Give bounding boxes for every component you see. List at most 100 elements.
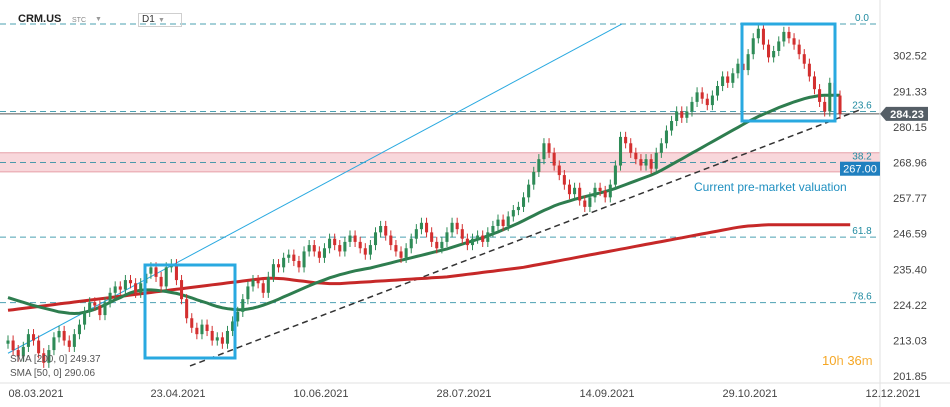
x-tick-label: 29.10.2021 <box>722 388 777 400</box>
candle <box>654 147 658 174</box>
symbol-label[interactable]: CRM.US <box>18 13 62 25</box>
candle <box>113 281 117 298</box>
candle <box>644 154 648 171</box>
candle-body <box>26 334 30 347</box>
candle <box>818 84 822 107</box>
candle <box>37 335 41 359</box>
candle <box>522 192 526 212</box>
candle <box>225 325 230 349</box>
y-tick-label: 302.52 <box>893 51 927 63</box>
candle-body <box>736 63 740 74</box>
candle-body <box>792 38 796 45</box>
candle <box>287 249 291 263</box>
candle-body <box>67 340 71 347</box>
candle <box>583 195 587 212</box>
candle <box>552 147 556 171</box>
candle-body <box>715 85 720 96</box>
candle-body <box>139 283 143 293</box>
candle-body <box>266 276 270 293</box>
candle-body <box>664 130 668 144</box>
candle-body <box>246 286 250 300</box>
candle-body <box>302 251 306 268</box>
candle-body <box>220 337 224 344</box>
candle <box>190 313 194 333</box>
candle-body <box>618 136 623 166</box>
candle <box>751 33 755 60</box>
candle-body <box>394 245 398 252</box>
premarket-tag-bg <box>840 161 880 176</box>
candle-body <box>603 190 607 198</box>
candle-body <box>537 159 541 172</box>
candle-body <box>828 82 832 112</box>
candle-body <box>57 330 61 338</box>
candle <box>241 294 245 317</box>
candle <box>573 182 577 200</box>
candle-body <box>159 276 163 287</box>
candle-body <box>261 283 265 293</box>
x-tick-label: 28.07.2021 <box>436 388 491 400</box>
candle <box>373 227 378 251</box>
candle <box>460 224 464 244</box>
candle <box>721 71 725 92</box>
candle-body <box>180 280 184 300</box>
candle <box>83 306 87 330</box>
candle-body <box>419 222 423 230</box>
candle <box>710 90 714 111</box>
candle-body <box>11 340 15 351</box>
candle <box>542 138 546 165</box>
candle <box>670 115 674 136</box>
candle <box>292 249 296 267</box>
candle-body <box>639 159 643 166</box>
candle-body <box>62 330 66 341</box>
support-trendline <box>189 109 861 367</box>
candle <box>47 344 51 368</box>
candle-body <box>450 222 454 233</box>
timeframe-select[interactable]: D1 <box>138 13 182 27</box>
candle-body <box>88 302 92 312</box>
candle-body <box>562 175 566 185</box>
candle <box>838 90 842 119</box>
candle <box>624 131 628 149</box>
last-price-tag-text: 284.23 <box>890 109 924 121</box>
candle <box>312 239 316 257</box>
candle-body <box>37 340 41 354</box>
candle-body <box>818 89 822 102</box>
candle-body <box>807 63 811 77</box>
candle <box>797 39 801 60</box>
candle-body <box>435 241 439 249</box>
last-price-tag: 284.23 <box>880 106 928 121</box>
candle-body <box>511 210 515 217</box>
candle <box>307 239 311 257</box>
candle-body <box>659 143 663 153</box>
candle-body <box>322 248 326 258</box>
candle <box>159 271 163 292</box>
source-chevron-down-icon[interactable]: ▼ <box>95 16 102 23</box>
candle <box>659 138 663 158</box>
candle <box>31 329 36 346</box>
timer-hours-unit: h <box>836 353 844 368</box>
candle <box>368 239 372 260</box>
candle-body <box>532 171 536 185</box>
candle-body <box>338 245 342 252</box>
candle-body <box>491 225 495 233</box>
candle <box>603 185 607 203</box>
y-tick-label: 201.85 <box>893 371 927 383</box>
candle-body <box>802 54 806 64</box>
candle <box>389 230 393 251</box>
candle <box>470 233 475 251</box>
candle <box>649 154 653 174</box>
last-price-tag-bg <box>880 106 928 121</box>
sma200-line <box>7 223 851 312</box>
candle <box>322 243 326 263</box>
candle-body <box>654 152 658 169</box>
candle <box>465 233 469 251</box>
candle-body <box>634 152 638 160</box>
candle <box>700 87 704 104</box>
candle <box>476 230 480 244</box>
candle <box>185 294 189 324</box>
candle <box>353 230 357 247</box>
candle <box>828 77 832 117</box>
candle <box>532 166 536 190</box>
timeframe-chevron-down-icon[interactable]: ▼ <box>158 17 165 24</box>
